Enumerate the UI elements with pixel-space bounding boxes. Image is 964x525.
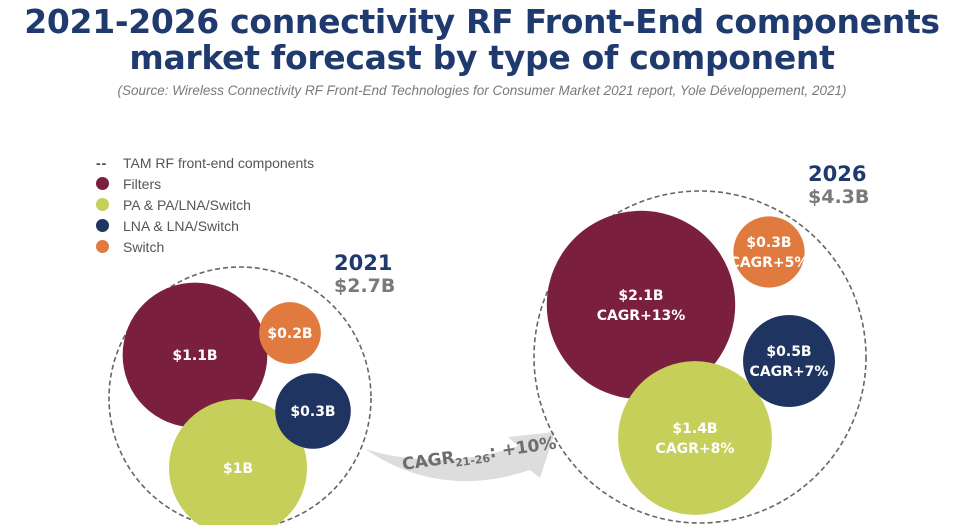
bubble-pa-2021 [169,399,307,525]
year-group-2021: 2021 $2.7B [334,251,395,297]
cagr-label-switch-2026: CAGR+5% [730,255,809,271]
cagr-label-pa-2026: CAGR+8% [656,441,735,457]
total-2021: $2.7B [334,275,396,297]
value-label-lna-2021: $0.3B [290,404,335,420]
bubble-pa-2026 [618,361,772,515]
year-2021: 2021 [334,251,393,275]
legend-item-pa: PA & PA/LNA/Switch [96,194,314,215]
chart-title-line-2: market forecast by type of component [129,38,835,77]
dashed-line-icon: -- [96,154,108,171]
chart-source: (Source: Wireless Connectivity RF Front-… [117,83,847,98]
cagr-label-lna-2026: CAGR+7% [750,364,829,380]
bubble-switch-2021 [259,302,321,364]
legend-item-tam: -- TAM RF front-end components [96,152,314,173]
value-label-pa-2021: $1B [223,461,253,477]
cagr-arrow [365,432,555,482]
legend-dot-icon [96,177,109,190]
legend-dot-icon [96,198,109,211]
legend-label: PA & PA/LNA/Switch [123,196,251,213]
value-label-filters-2026: $2.1B [618,288,663,304]
value-label-pa-2026: $1.4B [672,421,717,437]
bubble-lna-2021 [275,373,351,449]
bubble-filters-2026 [546,210,736,400]
cagr-label-filters-2026: CAGR+13% [597,308,686,324]
year-2026: 2026 [808,162,867,186]
value-label-switch-2026: $0.3B [746,235,791,251]
cagr-arrow-label-sub: 21-26 [454,452,491,470]
value-label-lna-2026: $0.5B [766,344,811,360]
legend-label: Switch [123,238,165,255]
bubble-lna-2026 [743,315,835,407]
legend-dot-icon [96,240,109,253]
legend-label: Filters [123,175,162,192]
legend-item-switch: Switch [96,236,314,257]
value-label-switch-2021: $0.2B [267,326,312,342]
total-2026: $4.3B [808,186,870,208]
tam-circle-2026 [533,190,867,524]
year-group-2026: 2026 $4.3B [808,162,869,208]
legend-label: TAM RF front-end components [123,154,315,171]
value-label-filters-2021: $1.1B [172,348,217,364]
legend-dot-icon [96,219,109,232]
legend-item-lna: LNA & LNA/Switch [96,215,314,236]
bubble-filters-2021 [122,282,268,428]
legend: -- TAM RF front-end components Filters P… [96,152,314,257]
tam-circle-2021 [108,266,372,525]
legend-item-filters: Filters [96,173,314,194]
bubble-switch-2026 [733,216,805,288]
legend-label: LNA & LNA/Switch [123,217,239,234]
chart-title-line-1: 2021-2026 connectivity RF Front-End comp… [24,2,940,41]
